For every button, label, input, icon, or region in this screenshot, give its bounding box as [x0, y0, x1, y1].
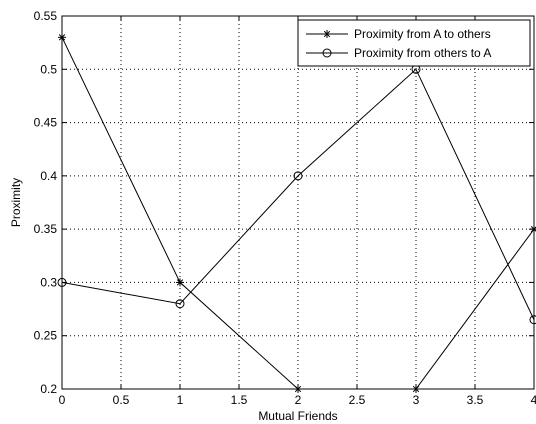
legend-label: Proximity from others to A	[354, 46, 491, 60]
series-layer	[57, 33, 536, 393]
series-2	[57, 64, 536, 325]
y-axis-title: Proximity	[9, 178, 23, 227]
legend: Proximity from A to others Proximity from…	[297, 19, 531, 67]
legend-item: Proximity from others to A	[306, 46, 491, 60]
legend-item: Proximity from A to others	[306, 27, 491, 41]
legend-marker-circle	[322, 48, 332, 58]
ticks: 0 0.5 1 1.5 2 2.5 3 3.5 4 0.2 0.25 0.3 0.35 0.4 0.45 0.…	[34, 9, 536, 407]
grid	[62, 16, 534, 389]
series-1	[58, 33, 536, 393]
y-tick-label: 0.2	[40, 382, 57, 396]
y-tick-label: 0.5	[40, 62, 57, 76]
x-tick-label: 0	[59, 393, 66, 407]
data-point-star	[176, 278, 184, 287]
series-line	[61, 68, 535, 320]
x-tick-label: 4	[531, 393, 536, 407]
x-tick-label: 0.5	[113, 393, 130, 407]
y-tick-label: 0.55	[34, 9, 58, 23]
data-point-circle	[293, 171, 303, 181]
x-tick-label: 3	[413, 393, 420, 407]
legend-label: Proximity from A to others	[354, 27, 491, 41]
x-tick-label: 2.5	[349, 393, 366, 407]
x-axis-title: Mutual Friends	[258, 409, 337, 423]
x-tick-label: 3.5	[467, 393, 484, 407]
x-tick-label: 2	[295, 393, 302, 407]
y-tick-label: 0.25	[34, 329, 58, 343]
y-tick-label: 0.45	[34, 116, 58, 130]
x-tick-label: 1	[177, 393, 184, 407]
y-tick-label: 0.35	[34, 222, 58, 236]
legend-box	[297, 19, 531, 67]
y-tick-label: 0.3	[40, 275, 57, 289]
y-tick-label: 0.4	[40, 169, 57, 183]
data-point-circle	[175, 299, 185, 309]
plot-frame	[61, 15, 535, 390]
legend-marker-star	[323, 30, 331, 38]
x-tick-label: 1.5	[231, 393, 248, 407]
